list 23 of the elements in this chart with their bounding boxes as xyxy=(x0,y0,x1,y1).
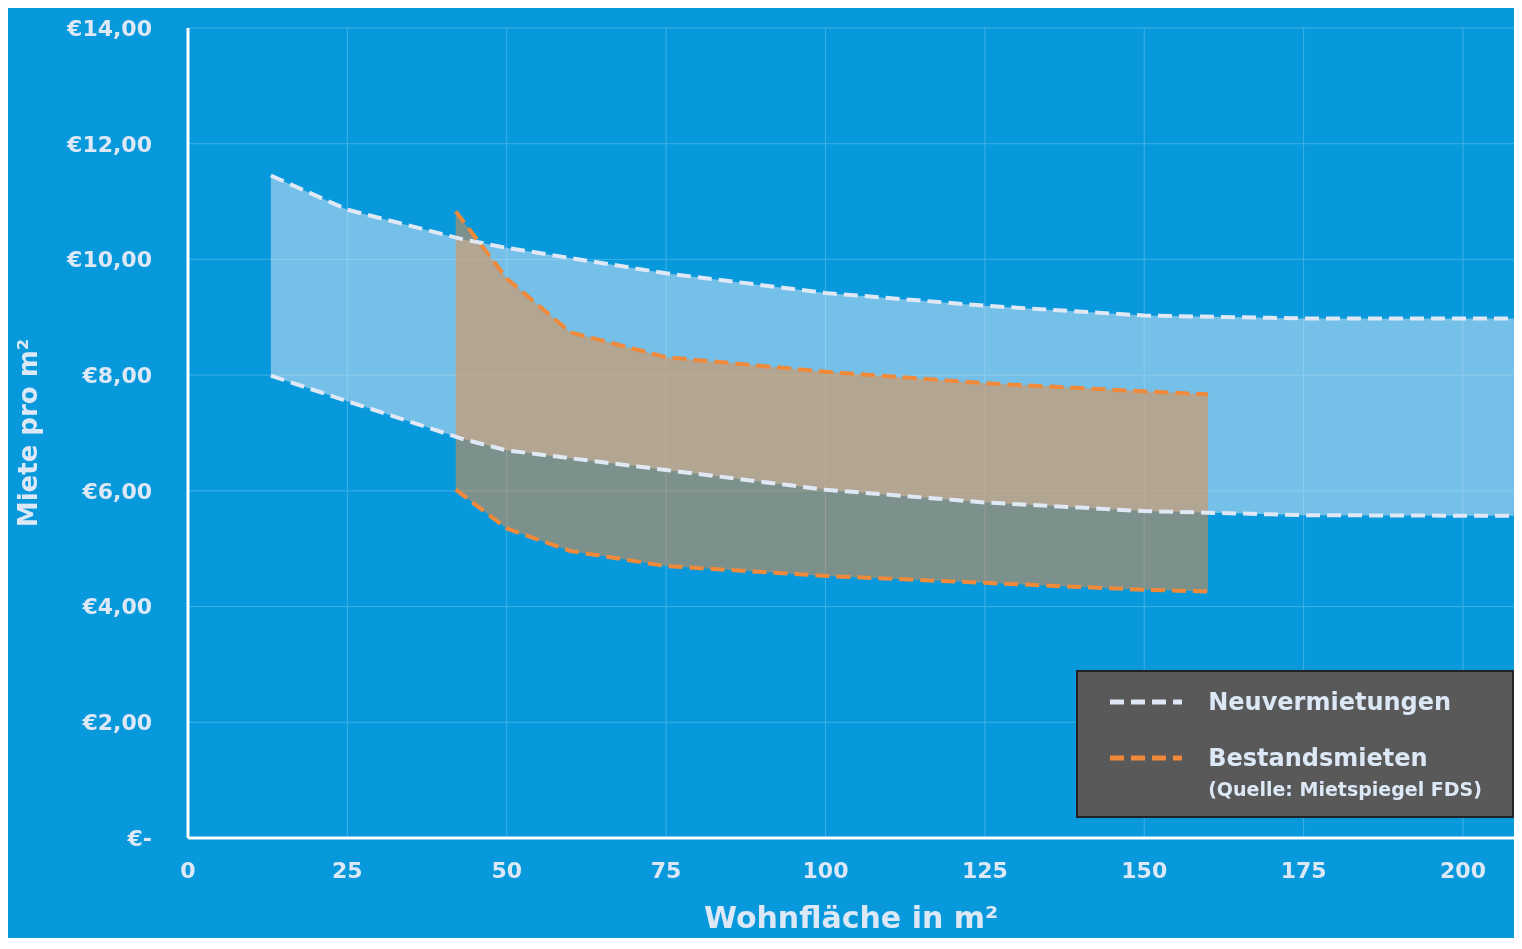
legend-label: Neuvermietungen xyxy=(1208,688,1452,716)
y-axis-title: Miete pro m² xyxy=(13,338,44,528)
legend-label: Bestandsmieten xyxy=(1208,744,1428,772)
y-tick-label: €12,00 xyxy=(66,131,152,157)
x-tick-label: 25 xyxy=(332,857,363,883)
x-tick-label: 200 xyxy=(1440,857,1486,883)
x-tick-label: 150 xyxy=(1121,857,1168,883)
y-tick-label: €14,00 xyxy=(66,15,152,41)
y-tick-label: €2,00 xyxy=(81,710,152,736)
y-tick-label: €8,00 xyxy=(81,362,152,388)
x-tick-label: 50 xyxy=(491,857,523,883)
x-tick-label: 125 xyxy=(961,857,1008,883)
y-tick-label: €6,00 xyxy=(81,478,152,504)
x-tick-label: 175 xyxy=(1280,857,1327,883)
line-series xyxy=(453,487,1210,594)
x-axis-title: Wohnfläche in m² xyxy=(703,900,999,935)
x-tick-label: 0 xyxy=(180,857,196,883)
annotation: (Quelle: Mietspiegel FDS) xyxy=(1208,778,1482,800)
x-tick-label: 75 xyxy=(650,857,682,883)
y-tick-label: €4,00 xyxy=(81,594,152,620)
x-tick-label: 100 xyxy=(802,857,849,883)
y-tick-label: €10,00 xyxy=(66,247,152,273)
y-tick-label: €- xyxy=(126,825,152,851)
